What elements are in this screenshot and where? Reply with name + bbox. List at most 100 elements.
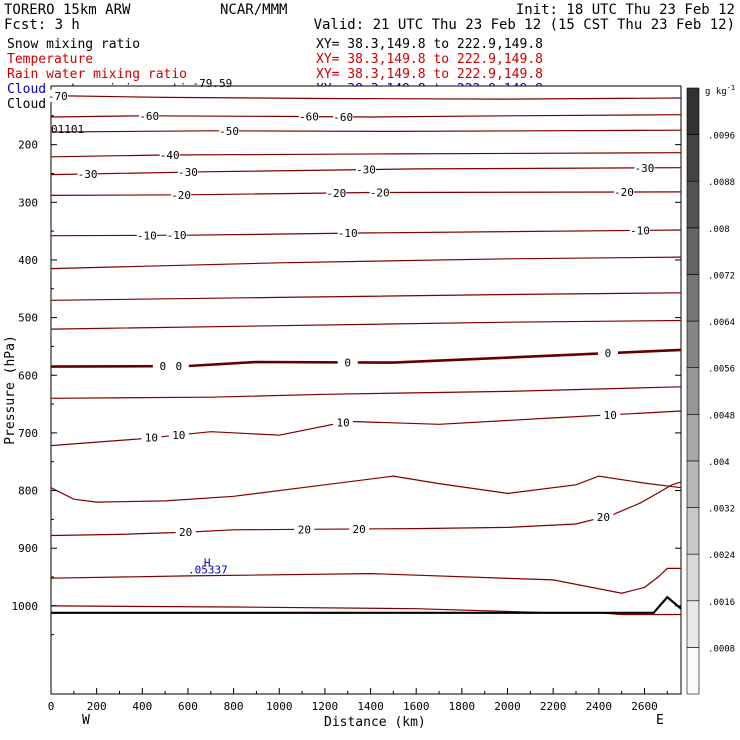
colorbar-bin [686,180,700,229]
contour-layer: -70-60 -60 -60-50-40-30 -30 -30 -30-20 -20 -20-… [47,89,682,616]
isotherm-label: 0 [344,356,351,369]
isotherm-label-bg [349,522,370,535]
colorbar-bin [686,553,700,602]
chart-annotation: H [204,557,211,570]
isotherm-label-bg [175,526,196,539]
colorbar-tick-label: .0064 [708,318,735,328]
colorbar-tick-label: .0096 [708,132,735,142]
isotherm-label-bg [77,167,98,180]
isotherm-label: -30 [356,164,376,177]
legend-field-name: Rain water mixing ratio [7,67,187,82]
header-valid: Valid: 21 UTC Thu 23 Feb 12 (15 CST Thu … [314,17,735,33]
isotherm-label-bg [613,186,634,199]
y-tick-label: 500 [18,312,38,325]
y-tick-label: 800 [18,485,38,498]
contour-line [50,256,682,270]
isotherm-label: -60 [139,110,159,123]
header-org: NCAR/MMM [220,2,287,18]
y-tick-label: 200 [18,139,38,152]
isotherm-line [50,229,682,237]
annotation-layer: -79.59 01101 H.05337 [51,77,232,577]
isotherm-label-bg [634,161,655,174]
isotherm-label: -30 [178,166,198,179]
x-tick-label: 2600 [631,700,658,713]
colorbar-tick-label: .0024 [708,551,735,561]
isotherm-label-bg [333,110,354,123]
isotherm-label: -10 [630,224,650,237]
isotherm-label: -30 [78,168,98,181]
isotherm-label: -70 [48,90,68,103]
legend-field-xy: XY= 38.3,149.8 to 222.9,149.8 [316,37,543,52]
colorbar-bin [686,414,700,462]
y-tick-label: 700 [18,427,38,440]
isotherm-label: 0 [176,360,183,373]
contour-line [50,475,682,503]
isotherm-label: 10 [604,409,617,422]
isotherm-label-bg [294,523,315,536]
isotherm-label-bg [597,347,618,360]
isotherm-label-bg [139,109,160,122]
x-tick-label: 800 [224,700,244,713]
isotherm-label: -20 [171,189,191,202]
isotherm-label: -10 [167,229,187,242]
isotherm-label: -20 [326,187,346,200]
isotherm-label-bg [219,124,240,137]
isotherm-label-bg [168,360,189,373]
isotherm-label: 20 [179,526,192,539]
isotherm-label-bg [136,229,157,242]
y-axis-title: Pressure (hPa) [3,335,18,445]
x-tick-label: 1400 [357,700,384,713]
isotherm-label-bg [159,149,180,162]
isotherm-label-bg [166,229,187,242]
x-tick-label: 1000 [266,700,293,713]
plot-frame [50,85,682,695]
header-fcst: Fcst: 3 h [4,17,80,33]
y-tick-label: 400 [18,254,38,267]
colorbar-tick-label: .0016 [708,598,735,608]
x-tick-label: 600 [178,700,198,713]
y-tick-label: 1000 [12,600,39,613]
isotherm-label: -20 [614,186,634,199]
header-model: TORERO 15km ARW [4,2,131,18]
colorbar-tick-label: .0088 [708,178,735,188]
isotherm-label: 20 [353,523,366,536]
colorbar-tick-label: .0032 [708,505,735,515]
isotherm-label: -10 [338,227,358,240]
legend-field-xy: XY= 38.3,149.8 to 222.9,149.8 [316,52,543,67]
isotherm-label: -10 [137,229,157,242]
colorbar-tick-label: .0072 [708,271,735,281]
isotherm-label: -30 [635,162,655,175]
x-tick-label: 0 [48,700,55,713]
isotherm-label-bg [333,416,354,429]
y-tick-label: 300 [18,196,38,209]
east-label: E [656,713,664,728]
isotherm-label: 20 [298,523,311,536]
chart-annotation: .05337 [188,564,228,577]
isotherm-label-bg [171,188,192,201]
legend-field-xy: XY= 38.3,149.8 to 222.9,149.8 [316,67,543,82]
colorbar-bin [686,274,700,322]
x-tick-label: 400 [132,700,152,713]
isotherm-label-bg [593,511,614,524]
contour-line [50,292,682,301]
isotherm-label: -50 [219,125,239,138]
isotherm-label-bg [337,227,358,240]
x-tick-label: 2200 [540,700,567,713]
x-tick-label: 2000 [494,700,521,713]
colorbar-tick-label: .0048 [708,411,735,421]
isotherm-label: 10 [172,429,185,442]
isotherm-label-bg [600,408,621,421]
colorbar: .0008 .0016 .0024 .0032 .004 .0048 .0056 .0064.… [686,87,735,695]
x-tick-label: 1800 [449,700,476,713]
isotherm-label: 0 [605,347,612,360]
colorbar-bin [686,367,700,415]
isotherm-label: 20 [597,511,610,524]
isotherm-label: -20 [370,186,390,199]
colorbar-tick-label: .0008 [708,644,735,654]
isotherm-label-bg [629,224,650,237]
colorbar-bin [686,600,700,648]
isotherm-label: 0 [160,360,167,373]
isotherm-label-bg [177,166,198,179]
isotherm-line [50,129,682,133]
